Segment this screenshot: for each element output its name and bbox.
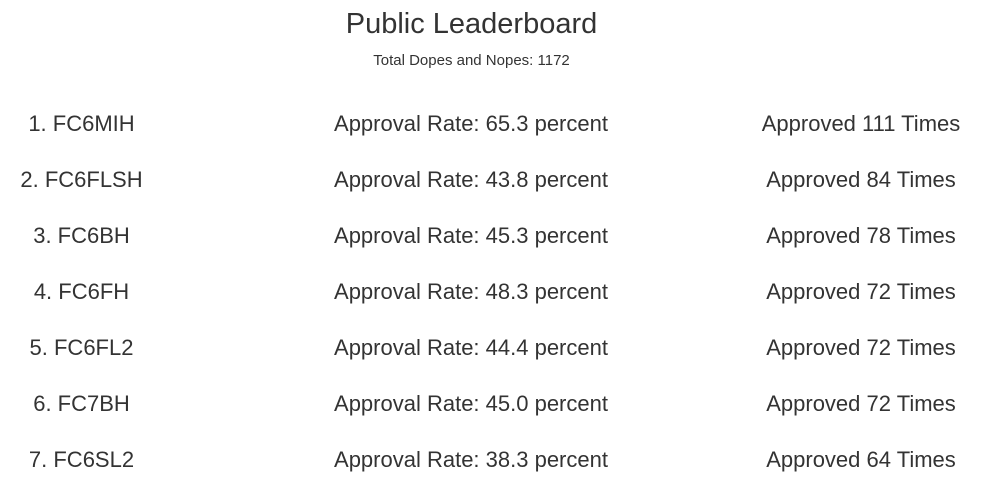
entry-name: 2. FC6FLSH [20, 167, 143, 192]
entry-name: 4. FC6FH [33, 279, 130, 304]
entry-approval-rate: Approval Rate: 43.8 percent [334, 167, 608, 192]
leaderboard-row: 7. FC6SL2 Approval Rate: 38.3 percent Ap… [0, 433, 989, 489]
entry-approval-rate: Approval Rate: 65.3 percent [334, 111, 608, 136]
entry-name: 6. FC7BH [33, 391, 130, 416]
entry-name: 1. FC6MIH [28, 111, 135, 136]
entry-approval-count: Approved 72 Times [766, 335, 956, 360]
entry-approval-count: Approved 111 Times [761, 111, 961, 136]
entry-approval-rate: Approval Rate: 38.3 percent [334, 447, 608, 472]
leaderboard-row: 5. FC6FL2 Approval Rate: 44.4 percent Ap… [0, 321, 989, 377]
entry-name: 5. FC6FL2 [29, 335, 134, 360]
entry-approval-count: Approved 84 Times [766, 167, 956, 192]
total-count-subtitle: Total Dopes and Nopes: 1172 [373, 52, 570, 69]
entry-approval-count: Approved 72 Times [766, 391, 956, 416]
entry-name: 3. FC6BH [33, 223, 130, 248]
page-title: Public Leaderboard [345, 8, 598, 40]
leaderboard-row: 1. FC6MIH Approval Rate: 65.3 percent Ap… [0, 97, 989, 153]
entry-approval-count: Approved 64 Times [766, 447, 956, 472]
entry-approval-count: Approved 72 Times [766, 279, 956, 304]
entry-approval-rate: Approval Rate: 48.3 percent [334, 279, 608, 304]
entry-name: 7. FC6SL2 [28, 447, 135, 472]
leaderboard-row: 2. FC6FLSH Approval Rate: 43.8 percent A… [0, 153, 989, 209]
leaderboard-row: 4. FC6FH Approval Rate: 48.3 percent App… [0, 265, 989, 321]
leaderboard: 1. FC6MIH Approval Rate: 65.3 percent Ap… [0, 97, 989, 489]
entry-approval-rate: Approval Rate: 45.0 percent [334, 391, 608, 416]
entry-approval-rate: Approval Rate: 45.3 percent [334, 223, 608, 248]
leaderboard-row: 6. FC7BH Approval Rate: 45.0 percent App… [0, 377, 989, 433]
entry-approval-count: Approved 78 Times [766, 223, 956, 248]
entry-approval-rate: Approval Rate: 44.4 percent [334, 335, 608, 360]
leaderboard-row: 3. FC6BH Approval Rate: 45.3 percent App… [0, 209, 989, 265]
